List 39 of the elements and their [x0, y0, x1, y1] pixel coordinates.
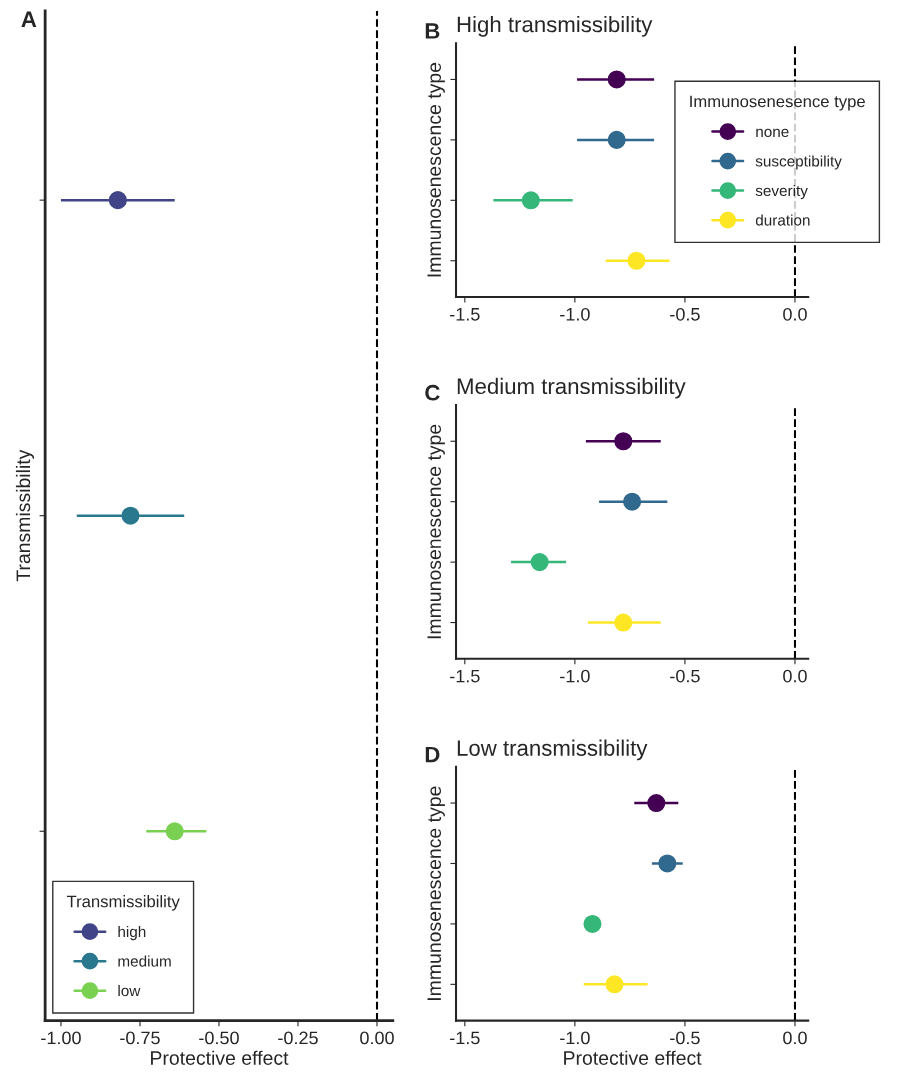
text: B	[425, 23, 440, 39]
legend-label: susceptibility	[755, 155, 842, 170]
legend-title: Transmissibility	[66, 895, 180, 911]
x-tick-label: -1.0	[560, 669, 590, 683]
y-axis-title: Transmissibility	[15, 449, 35, 582]
text: A	[21, 11, 37, 27]
x-axis-title: Protective effect	[564, 1050, 702, 1065]
x-tick-label: -1.00	[41, 1031, 81, 1045]
legend-label: high	[118, 925, 146, 941]
x-tick-label: -0.25	[278, 1031, 318, 1045]
x-tick-label: -0.5	[670, 307, 700, 321]
chart-title: Low transmissibility	[457, 739, 648, 761]
x-tick-label: -0.75	[120, 1031, 160, 1045]
x-tick-label: 0.0	[783, 307, 807, 321]
y-axis-title: Immunosenescence type	[427, 424, 445, 639]
legend-label: medium	[118, 955, 171, 967]
text: D	[425, 746, 440, 763]
y-axis-title: Immunosenescence type	[427, 62, 445, 277]
chart-title: Medium transmissibility	[457, 377, 686, 399]
x-tick-label: -0.5	[670, 1031, 700, 1045]
legend-title: Immunosenesence type	[690, 95, 865, 111]
x-tick-label: -0.5	[670, 669, 700, 683]
x-tick-label: 0.0	[783, 1031, 807, 1045]
x-tick-label: -1.0	[560, 1031, 590, 1045]
x-tick-label: -1.5	[450, 669, 480, 683]
x-axis-title: Protective effect	[151, 1050, 289, 1065]
legend-label: low	[118, 984, 141, 997]
x-tick-label: -1.0	[560, 307, 590, 321]
legend-label: none	[756, 128, 789, 138]
text: C	[425, 384, 440, 401]
x-tick-label: 0.0	[783, 669, 807, 683]
x-tick-label: -1.5	[450, 308, 480, 321]
x-tick-label: -0.50	[199, 1031, 239, 1045]
legend-label: severity	[755, 184, 808, 200]
x-tick-label: 0.00	[360, 1031, 394, 1045]
legend-label: duration	[755, 214, 810, 226]
chart-title: High transmissibility	[457, 15, 653, 37]
x-tick-label: -1.5	[450, 1031, 480, 1045]
y-axis-title: Immunosenescence type	[427, 786, 445, 1000]
